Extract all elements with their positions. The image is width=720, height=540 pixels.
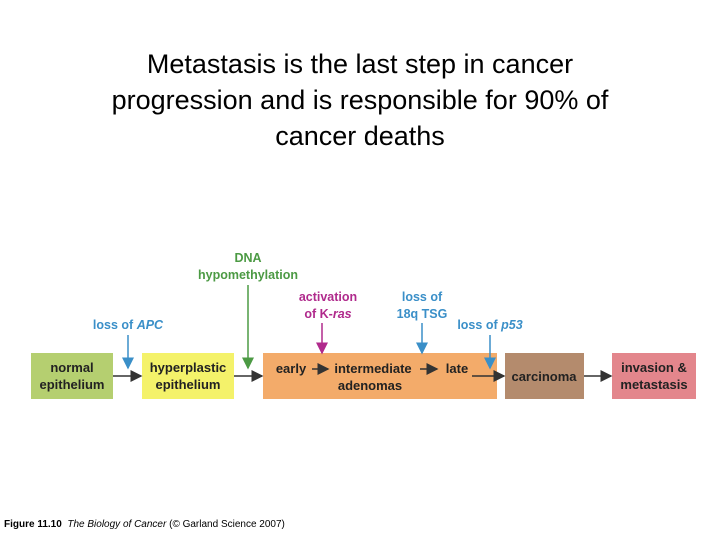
loss-apc-label: loss of APC <box>93 318 164 332</box>
loss-p53-label: loss of p53 <box>457 318 522 332</box>
title-line-2: progression and is responsible for 90% o… <box>111 85 609 115</box>
adenoma-intermediate: intermediate <box>334 361 411 376</box>
tsg-label-line2: 18q TSG <box>397 307 448 321</box>
kras-label-line2: of K-ras <box>304 307 351 321</box>
dna-label-line1: DNA <box>234 251 261 265</box>
hyperplastic-epithelium-box <box>142 353 234 399</box>
adenoma-late: late <box>446 361 468 376</box>
slide-title: Metastasis is the last step in cancer pr… <box>40 46 680 154</box>
adenomas-label: adenomas <box>338 378 402 393</box>
title-line-1: Metastasis is the last step in cancer <box>146 49 574 79</box>
carcinoma-label: carcinoma <box>511 369 577 384</box>
carcinoma-box <box>505 353 584 399</box>
invasion-metastasis-box <box>612 353 696 399</box>
adenoma-early: early <box>276 361 307 376</box>
book-title: The Biology of Cancer <box>67 519 167 530</box>
hyperplastic-line1: hyperplastic <box>150 360 227 375</box>
title-line-3: cancer deaths <box>275 121 445 151</box>
normal-epithelium-box <box>31 353 113 399</box>
dna-label-line2: hypomethylation <box>198 268 298 282</box>
figure-caption: Figure 11.10 The Biology of Cancer (© Ga… <box>4 519 285 530</box>
adenomas-box <box>263 353 497 399</box>
normal-line2: epithelium <box>39 377 104 392</box>
tsg-label-line1: loss of <box>402 290 443 304</box>
invasion-line2: metastasis <box>620 377 687 392</box>
normal-line1: normal <box>50 360 93 375</box>
kras-label-line1: activation <box>299 290 357 304</box>
hyperplastic-line2: epithelium <box>155 377 220 392</box>
figure-number: Figure 11.10 <box>4 519 62 530</box>
invasion-line1: invasion & <box>621 360 687 375</box>
copyright-credit: (© Garland Science 2007) <box>169 519 285 530</box>
